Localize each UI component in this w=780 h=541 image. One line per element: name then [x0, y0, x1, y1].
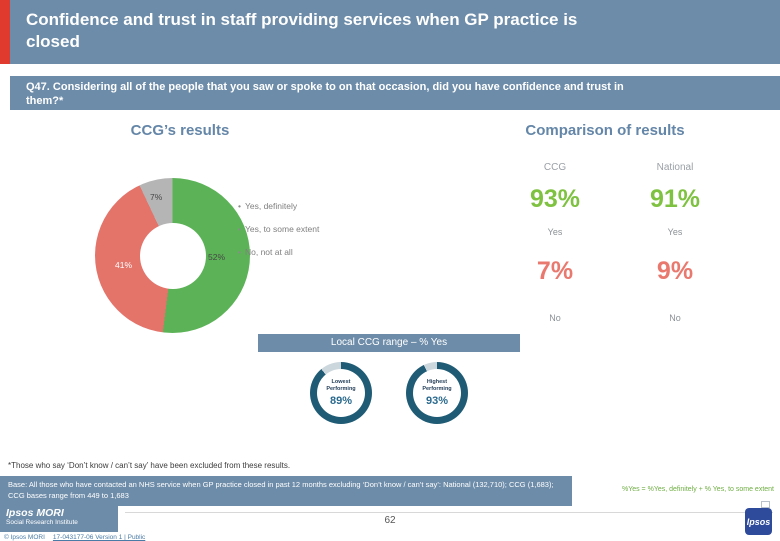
national-yes-caption: Yes	[667, 227, 683, 237]
highest-gauge-center: Highest Performing 93%	[413, 369, 461, 417]
highest-performing-gauge: Highest Performing 93%	[406, 362, 468, 424]
question-text: Q47. Considering all of the people that …	[26, 81, 624, 108]
highest-gauge-value: 93%	[425, 394, 449, 407]
comparison-header-row: CCG National	[495, 162, 735, 173]
highest-gauge-label: Highest Performing	[422, 379, 452, 392]
lowest-performing-gauge: Lowest Performing 89%	[310, 362, 372, 424]
ccg-yes-caption: Yes	[547, 227, 563, 237]
lowest-gauge-value: 89%	[329, 394, 353, 407]
ccg-donut-hole	[139, 222, 206, 289]
page-number: 62	[384, 515, 396, 526]
exclusion-footnote: *Those who say ‘Don’t know / can’t say’ …	[8, 461, 291, 470]
donut-label-yes-some-extent: 41%	[115, 260, 133, 270]
ccg-no-caption: No	[549, 313, 561, 323]
slide-title-bar: Confidence and trust in staff providing …	[10, 0, 780, 64]
legend-item-yes-some-extent: Yes, to some extent	[238, 224, 319, 234]
lowest-gauge-center: Lowest Performing 89%	[317, 369, 365, 417]
ccg-yes-value: 93%	[529, 185, 581, 213]
ipsos-mori-logo-title: Ipsos MORI	[6, 507, 64, 519]
doc-ref: 17-043177-06 Version 1 | Public	[52, 534, 146, 541]
copyright-row: © Ipsos MORI 17-043177-06 Version 1 | Pub…	[4, 534, 145, 541]
donut-label-no-not-at-all: 7%	[150, 192, 163, 202]
question-bar: Q47. Considering all of the people that …	[10, 76, 780, 110]
ipsos-brand-logo: Ipsos	[745, 508, 772, 535]
ccg-no-value: 7%	[536, 257, 574, 285]
copyright-text: © Ipsos MORI	[4, 534, 45, 541]
ipsos-brand-text: Ipsos	[746, 516, 771, 527]
ipsos-mori-logo: Ipsos MORI Social Research Institute	[0, 505, 118, 532]
base-description-bar: Base: All those who have contacted an NH…	[0, 476, 572, 506]
national-no-value: 9%	[656, 257, 694, 285]
yes-definition-note: %Yes = %Yes, definitely + % Yes, to some…	[621, 486, 774, 493]
legend-item-yes-definitely: Yes, definitely	[238, 201, 319, 211]
ccg-results-heading: CCG’s results	[130, 122, 230, 139]
ccg-results-donut-chart: 52% 41% 7%	[95, 178, 250, 333]
local-range-header: Local CCG range – % Yes	[258, 334, 520, 352]
ipsos-logo-mark	[761, 501, 770, 508]
national-no-caption: No	[669, 313, 681, 323]
slide-title: Confidence and trust in staff providing …	[26, 10, 578, 52]
yes-caption-row: Yes Yes	[495, 227, 735, 237]
comparison-heading: Comparison of results	[525, 122, 685, 139]
ipsos-mori-logo-subtitle: Social Research Institute	[6, 519, 78, 527]
national-yes-value: 91%	[649, 185, 701, 213]
donut-legend: Yes, definitely Yes, to some extent No, …	[238, 201, 319, 270]
accent-stripe	[0, 0, 10, 64]
yes-values-row: 93% 91%	[495, 185, 735, 213]
footer-divider	[125, 512, 773, 513]
comparison-col-ccg: CCG	[543, 162, 567, 173]
legend-item-no-not-at-all: No, not at all	[238, 247, 319, 257]
lowest-gauge-label: Lowest Performing	[326, 379, 356, 392]
no-values-row: 7% 9%	[495, 257, 735, 285]
no-caption-row: No No	[495, 313, 735, 323]
comparison-table: CCG National 93% 91% Yes Yes 7% 9% No No	[495, 162, 735, 323]
donut-label-yes-definitely: 52%	[208, 252, 226, 262]
comparison-col-national: National	[656, 162, 694, 173]
